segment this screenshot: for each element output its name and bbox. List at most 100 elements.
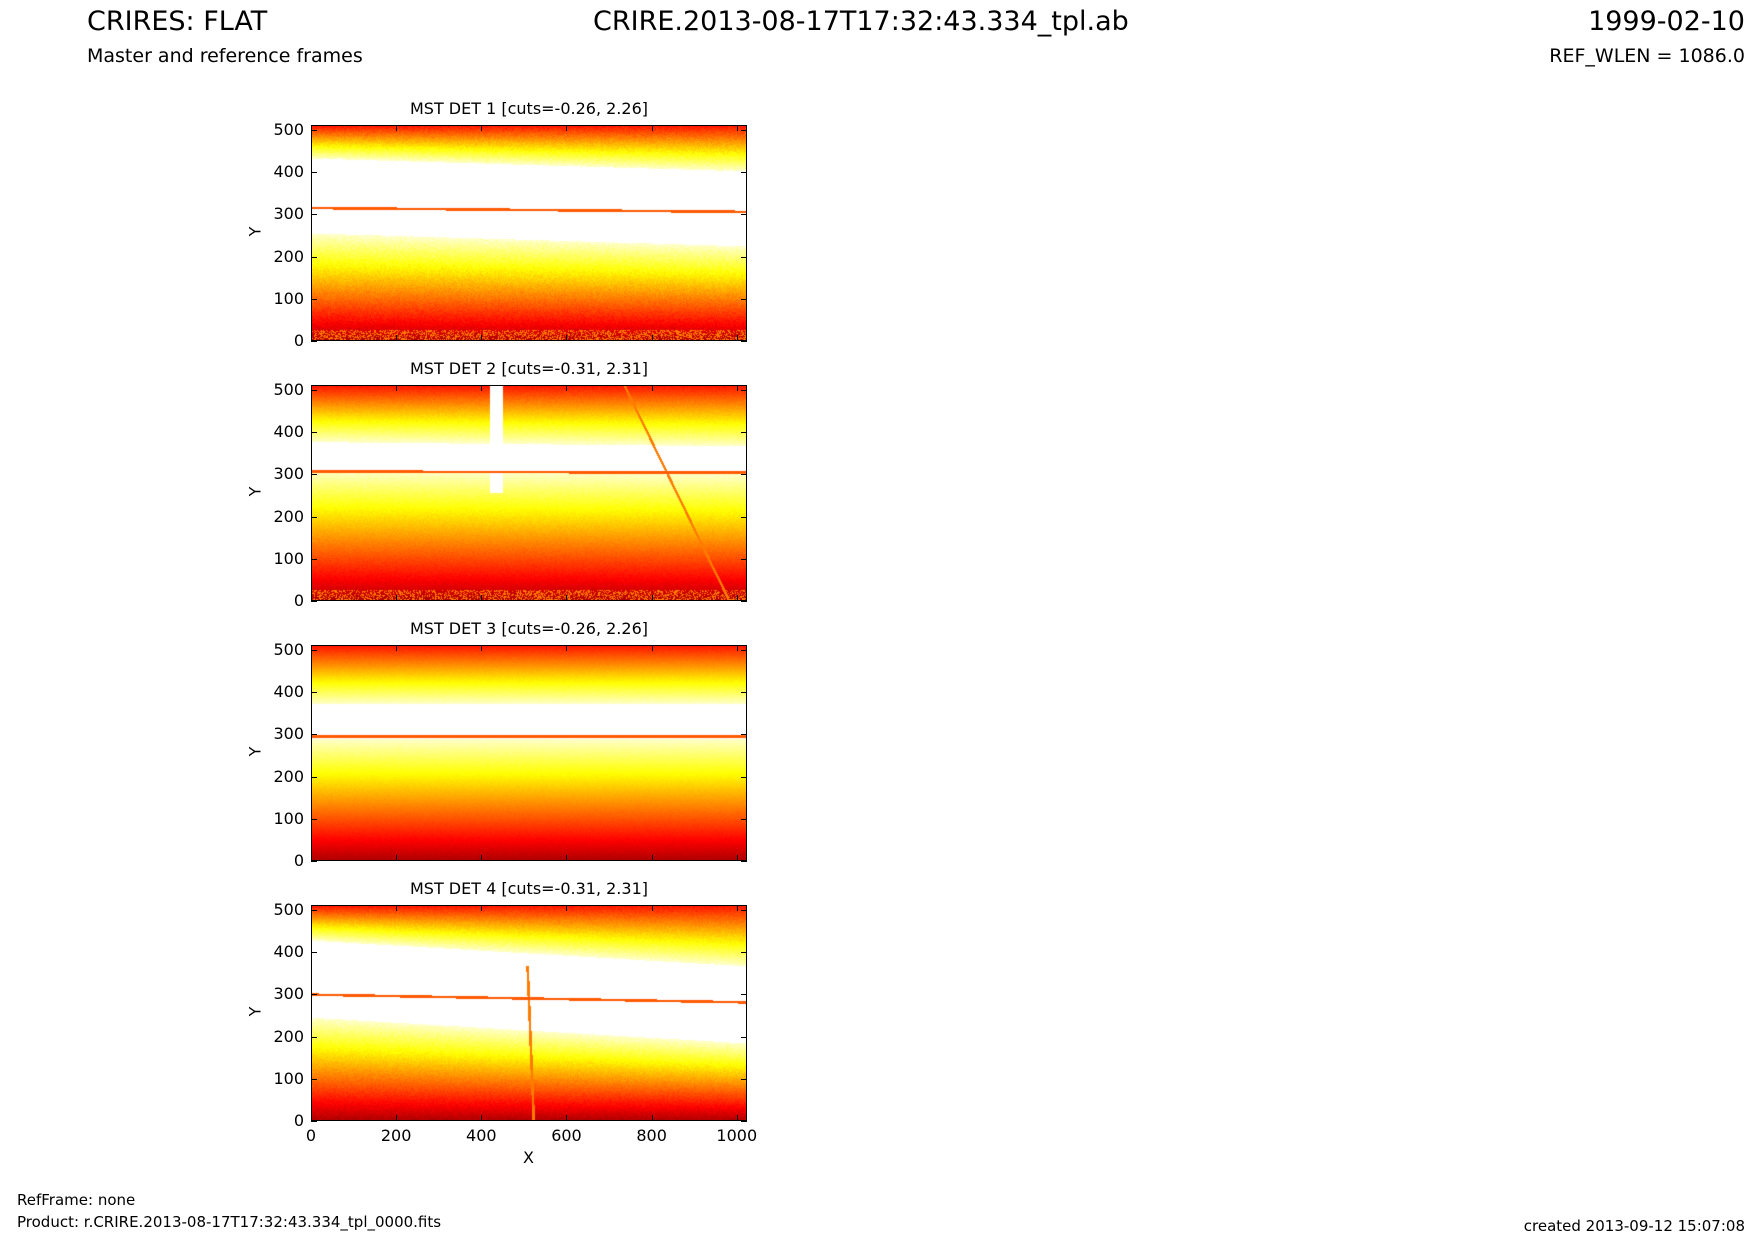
y-tick-mark [311,1079,317,1080]
heatmap-image-4 [312,906,746,1120]
product-label: Product: r.CRIRE.2013-08-17T17:32:43.334… [17,1213,442,1231]
x-tick-mark [481,385,482,391]
y-axis-label: Y [245,486,265,497]
y-tick-mark [741,650,747,651]
y-axis-label: Y [245,1006,265,1017]
y-tick-mark [311,474,317,475]
y-tick-label: 500 [273,640,304,660]
y-tick-mark [741,214,747,215]
heatmap-panel-3 [311,645,747,861]
y-tick-mark [741,1079,747,1080]
y-tick-mark [311,1037,317,1038]
x-tick-mark [396,335,397,341]
created-label: created 2013-09-12 15:07:08 [1523,1217,1745,1235]
y-tick-label: 500 [273,380,304,400]
x-axis-label: X [523,1148,534,1167]
ref-wlen-label: REF_WLEN = 1086.0 [1549,45,1745,67]
x-tick-mark [652,595,653,601]
x-tick-mark [566,1115,567,1121]
x-tick-mark [737,855,738,861]
x-tick-mark [652,385,653,391]
x-tick-mark [481,1115,482,1121]
x-tick-mark [396,125,397,131]
y-tick-mark [741,130,747,131]
y-tick-mark [311,172,317,173]
panel-title-2: MST DET 2 [cuts=-0.31, 2.31] [409,359,648,378]
x-tick-label: 600 [551,1126,582,1145]
y-tick-mark [741,734,747,735]
y-axis-label: Y [245,226,265,237]
y-tick-label: 400 [273,422,304,442]
y-tick-mark [741,1037,747,1038]
y-tick-mark [311,432,317,433]
x-tick-mark [481,645,482,651]
y-tick-label: 0 [293,851,304,870]
y-tick-label: 200 [273,766,304,786]
x-tick-mark [652,1115,653,1121]
y-tick-mark [311,559,317,560]
x-tick-mark [566,125,567,131]
y-tick-mark [311,390,317,391]
file-title: CRIRE.2013-08-17T17:32:43.334_tpl.ab [593,6,1129,37]
x-tick-mark [396,1115,397,1121]
x-tick-mark [311,595,312,601]
y-tick-mark [741,432,747,433]
x-tick-mark [481,595,482,601]
y-tick-label: 300 [273,464,304,484]
y-tick-mark [741,819,747,820]
y-tick-mark [311,861,317,862]
y-tick-label: 0 [293,1111,304,1130]
y-tick-mark [311,601,317,602]
y-tick-mark [741,994,747,995]
x-tick-mark [311,1115,312,1121]
y-tick-mark [311,257,317,258]
x-tick-mark [481,125,482,131]
y-tick-label: 300 [273,724,304,744]
x-tick-mark [566,595,567,601]
y-tick-mark [741,910,747,911]
page-title: CRIRES: FLAT [87,6,268,37]
heatmap-image-2 [312,386,746,600]
y-tick-mark [311,130,317,131]
x-tick-mark [396,905,397,911]
x-tick-mark [652,125,653,131]
y-tick-mark [311,819,317,820]
x-tick-label: 1000 [716,1126,758,1145]
y-tick-label: 0 [293,331,304,350]
x-tick-mark [737,905,738,911]
x-tick-mark [566,645,567,651]
y-axis-label: Y [245,746,265,757]
x-tick-mark [566,855,567,861]
y-tick-label: 200 [273,1026,304,1046]
x-tick-mark [311,125,312,131]
y-tick-mark [741,172,747,173]
y-tick-mark [741,1121,747,1122]
page-subtitle: Master and reference frames [87,45,363,67]
date-label: 1999-02-10 [1588,6,1745,37]
y-tick-mark [311,910,317,911]
x-tick-mark [652,645,653,651]
x-tick-mark [481,855,482,861]
y-tick-mark [311,777,317,778]
y-tick-mark [741,692,747,693]
x-tick-mark [652,855,653,861]
y-tick-label: 400 [273,682,304,702]
x-tick-mark [396,385,397,391]
y-tick-mark [741,952,747,953]
x-tick-mark [737,645,738,651]
x-tick-mark [737,1115,738,1121]
heatmap-panel-4 [311,905,747,1121]
y-tick-mark [741,474,747,475]
y-tick-mark [311,299,317,300]
heatmap-panel-2 [311,385,747,601]
y-tick-mark [311,692,317,693]
y-tick-mark [741,517,747,518]
x-tick-mark [737,125,738,131]
y-tick-mark [311,650,317,651]
y-tick-label: 100 [273,548,304,568]
y-tick-mark [741,777,747,778]
y-tick-label: 500 [273,900,304,920]
y-tick-mark [741,341,747,342]
y-tick-mark [741,390,747,391]
y-tick-label: 300 [273,204,304,224]
